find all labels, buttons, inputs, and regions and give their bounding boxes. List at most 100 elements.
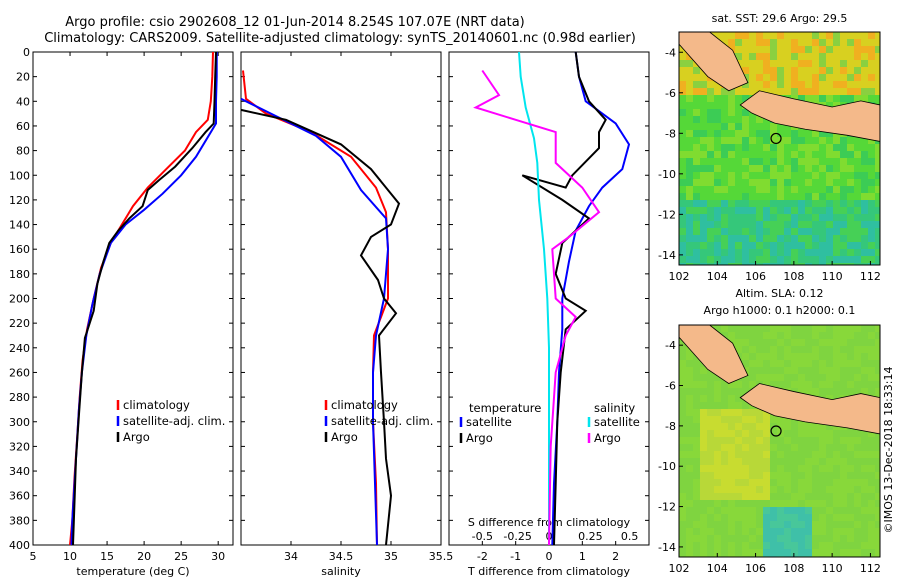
map-cell: [805, 221, 813, 229]
map-cell: [812, 479, 820, 487]
map-y-tick-label: -12: [658, 208, 676, 221]
land-java: [739, 383, 880, 435]
map-cell: [784, 507, 792, 515]
map-cell: [812, 332, 820, 340]
map-cell: [777, 130, 785, 138]
map-cell: [805, 472, 813, 480]
map-cell: [833, 479, 841, 487]
map-cell: [805, 39, 813, 47]
map-cell: [707, 416, 715, 424]
map-cell: [868, 256, 876, 264]
y-tick-label: 400: [9, 539, 30, 552]
map-cell: [707, 207, 715, 215]
map-cell: [875, 200, 880, 208]
map-cell: [875, 472, 880, 480]
x-axis-label: salinity: [321, 565, 361, 578]
map-cell: [756, 263, 764, 265]
map-cell: [791, 423, 799, 431]
x-axis-label: temperature (deg C): [76, 565, 189, 578]
map-cell: [840, 179, 848, 187]
map-cell: [805, 46, 813, 54]
map-cell: [826, 221, 834, 229]
map-cell: [875, 263, 880, 265]
map-cell: [749, 479, 757, 487]
map-cell: [791, 130, 799, 138]
map-cell: [770, 493, 778, 501]
map-cell: [686, 263, 694, 265]
map-cell: [742, 53, 750, 61]
map-cell: [805, 339, 813, 347]
map-cell: [714, 409, 722, 417]
map-cell: [777, 46, 785, 54]
map-cell: [861, 179, 869, 187]
map-cell: [728, 235, 736, 243]
map-cell: [868, 388, 876, 396]
map-cell: [777, 242, 785, 250]
map-cell: [812, 60, 820, 68]
map-cell: [875, 360, 880, 368]
map-cell: [777, 367, 785, 375]
map-cell: [777, 339, 785, 347]
map-cell: [735, 88, 743, 96]
map-cell: [847, 444, 855, 452]
map-cell: [770, 179, 778, 187]
map-y-tick-label: -10: [658, 460, 676, 473]
map-cell: [700, 535, 708, 543]
y-tick-label: 80: [16, 145, 30, 158]
map-cell: [693, 535, 701, 543]
map-cell: [784, 458, 792, 466]
map-cell: [700, 472, 708, 480]
map-cell: [679, 402, 687, 410]
map-cell: [679, 53, 687, 61]
map-cell: [770, 214, 778, 222]
map-cell: [749, 381, 757, 389]
map-cell: [875, 53, 880, 61]
map-cell: [707, 465, 715, 473]
map-cell: [763, 451, 771, 459]
map-cell: [868, 325, 876, 333]
map-cell: [791, 479, 799, 487]
map-cell: [847, 137, 855, 145]
map-cell: [819, 207, 827, 215]
x-tick-label: 34: [284, 550, 298, 563]
map-cell: [693, 81, 701, 89]
map-cell: [721, 137, 729, 145]
map-cell: [854, 32, 862, 40]
map-cell: [693, 549, 701, 557]
map-cell: [819, 144, 827, 152]
map-cell: [770, 416, 778, 424]
map-cell: [868, 88, 876, 96]
map-cell: [679, 109, 687, 117]
map-cell: [847, 186, 855, 194]
map-cell: [721, 381, 729, 389]
map-cell: [840, 74, 848, 82]
map-cell: [749, 339, 757, 347]
map-cell: [721, 186, 729, 194]
map-cell: [833, 39, 841, 47]
x-tick-label: 35.5: [429, 550, 454, 563]
map-cell: [868, 242, 876, 250]
map-cell: [840, 151, 848, 159]
map-cell: [735, 409, 743, 417]
map-cell: [749, 528, 757, 536]
map-cell: [791, 242, 799, 250]
map-cell: [819, 346, 827, 354]
map-cell: [679, 549, 687, 557]
map-cell: [819, 228, 827, 236]
map-cell: [763, 207, 771, 215]
map-y-tick-label: -4: [665, 339, 676, 352]
y-tick-label: 120: [9, 194, 30, 207]
map-cell: [763, 458, 771, 466]
map-cell: [735, 416, 743, 424]
map-cell: [805, 186, 813, 194]
map-cell: [686, 242, 694, 250]
map-cell: [735, 395, 743, 403]
map-cell: [742, 549, 750, 557]
map-cell: [777, 486, 785, 494]
map-cell: [756, 151, 764, 159]
argo-marker: [770, 425, 782, 437]
map-cell: [700, 549, 708, 557]
map-cell: [700, 158, 708, 166]
map-cell: [777, 88, 785, 96]
map-cell: [875, 67, 880, 75]
